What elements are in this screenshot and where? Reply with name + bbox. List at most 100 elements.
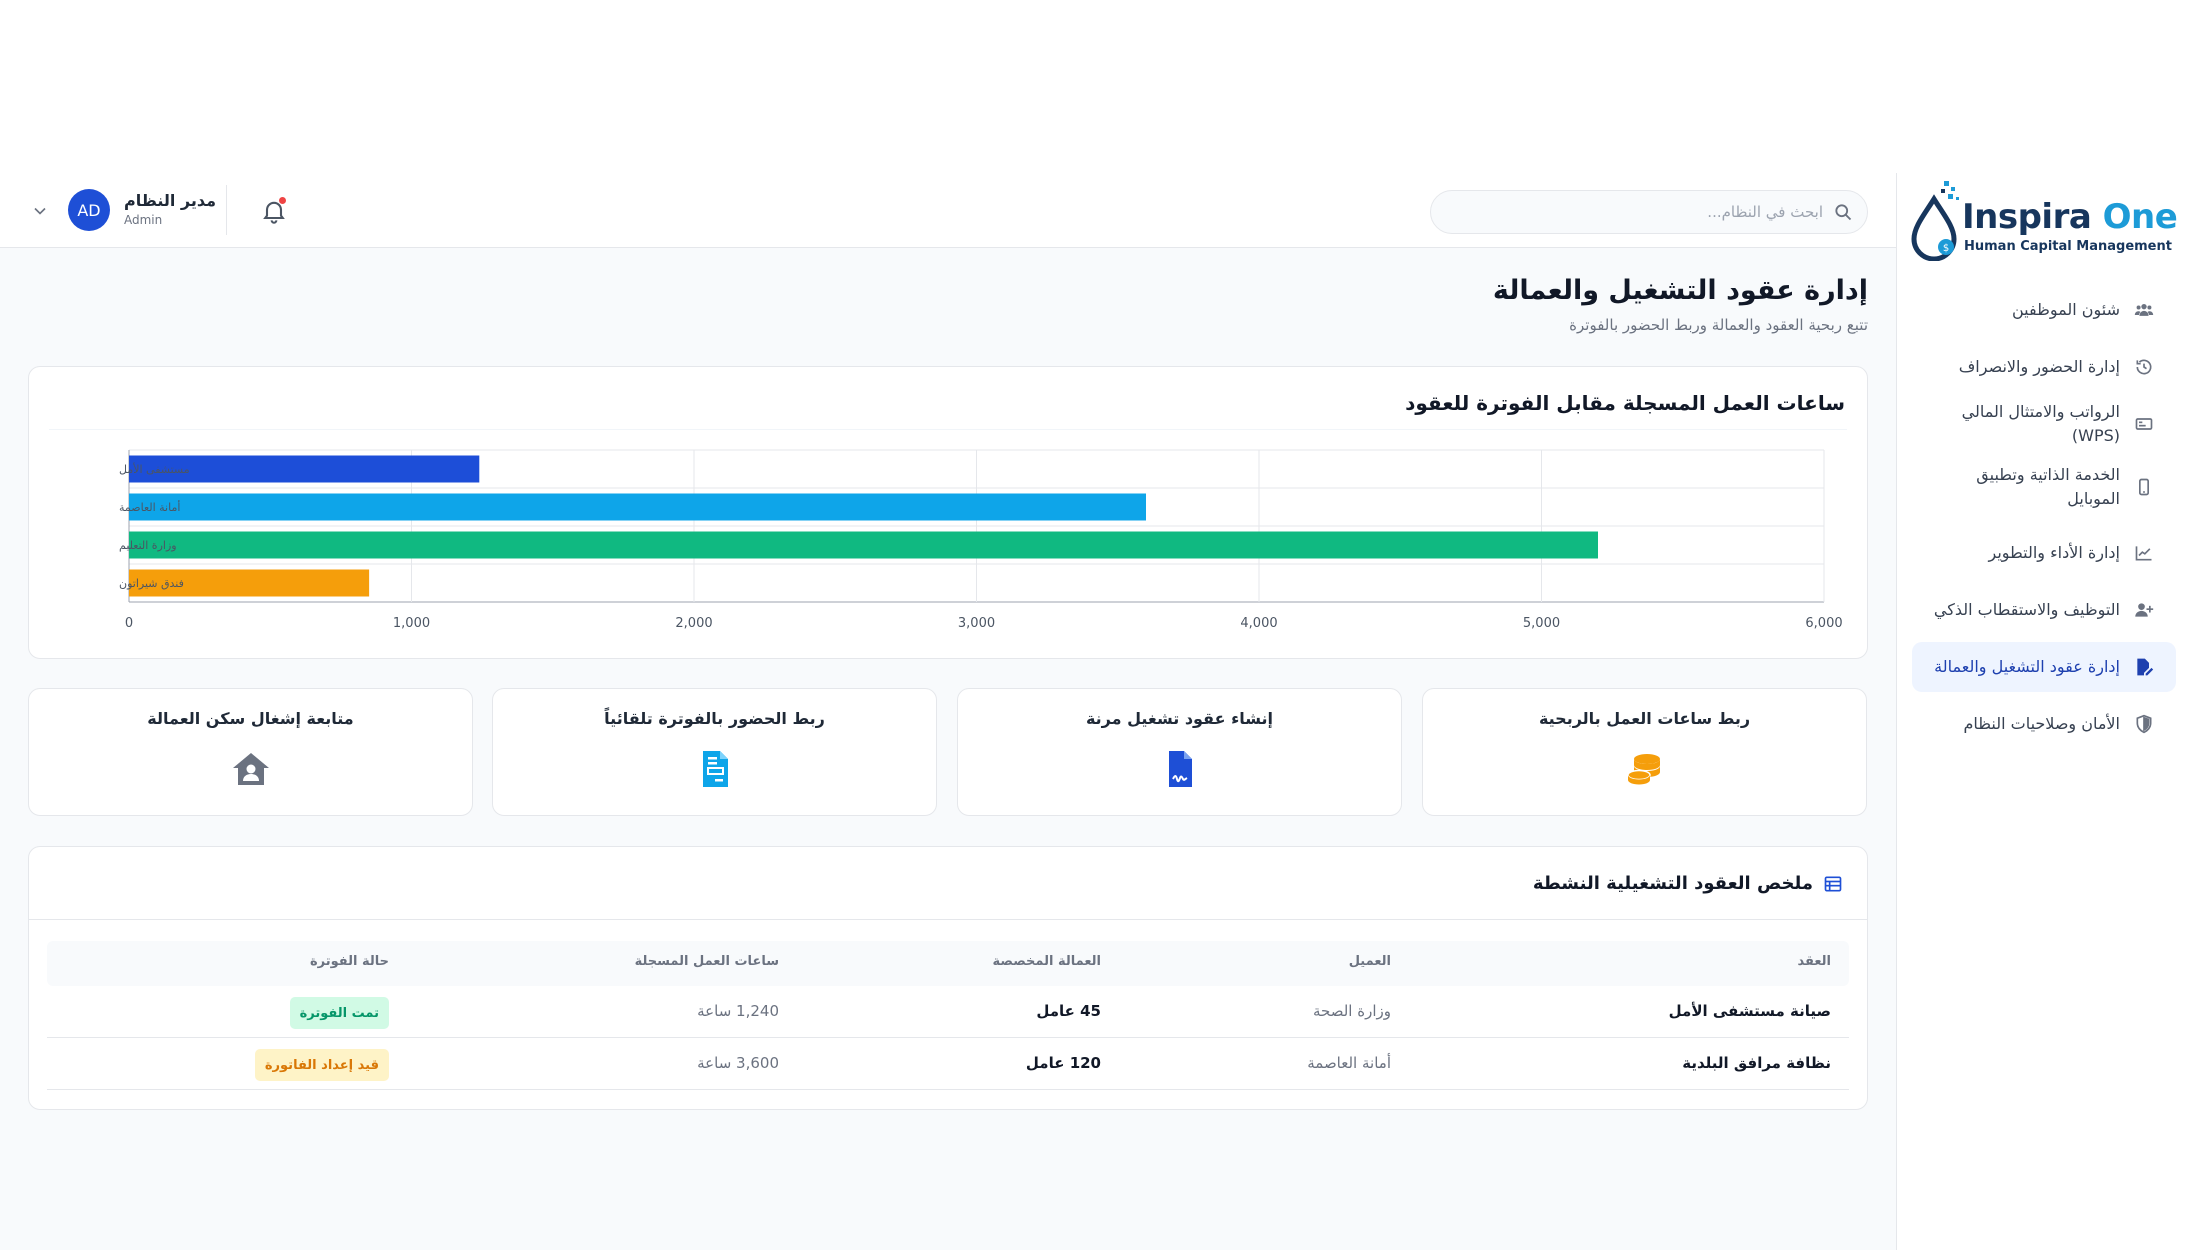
history-icon [2136,359,2152,375]
sidebar-item-label: إدارة الحضور والانصراف [1958,357,2120,376]
user-name: مدير النظام [124,191,217,210]
sidebar-item-contracts[interactable]: إدارة عقود التشغيل والعمالة [1912,642,2176,692]
signed-contract-icon [1168,751,1192,787]
app-window: AD مدير النظام Admin $ Inspira One Human… [0,173,2188,1250]
col-billing-status: حالة الفوترة [309,954,389,969]
brand-name: Inspira One [1962,197,2178,237]
contracts-table-card: ملخص العقود التشغيلية النشطة العقد العمي… [28,846,1868,1110]
cell-hours: 3,600 ساعة [697,1054,779,1072]
col-contract: العقد [1797,954,1831,969]
bar [129,493,1146,521]
search-box[interactable] [1430,190,1868,234]
cell-contract: نظافة مرافق البلدية [1682,1054,1831,1072]
sidebar: $ Inspira One Human Capital Management ش… [1896,173,2188,1250]
sidebar-item-self-service[interactable]: الخدمة الذاتية وتطبيق الموبايل [1912,456,2176,518]
user-menu[interactable]: AD مدير النظام Admin [30,189,230,233]
sidebar-item-label: التوظيف والاستقطاب الذكي [1933,600,2120,619]
cell-hours: 1,240 ساعة [697,1002,779,1020]
table-row[interactable]: نظافة مرافق البلدية أمانة العاصمة 120 عا… [47,1038,1849,1090]
sidebar-item-recruitment[interactable]: التوظيف والاستقطاب الذكي [1912,585,2176,635]
mobile-icon [2139,478,2149,496]
col-client: العميل [1348,954,1391,969]
feature-card-auto-billing[interactable]: ربط الحضور بالفوترة تلقائياً [492,688,937,816]
y-tick-label: أمانة العاصمة [119,500,180,514]
header-divider [226,185,227,235]
chart-card: ساعات العمل المسجلة مقابل الفوترة للعقود… [28,366,1868,659]
shield-icon [2136,714,2152,734]
sidebar-item-security[interactable]: الأمان وصلاحيات النظام [1912,699,2176,749]
brand-logo: $ Inspira One Human Capital Management [1906,177,2178,263]
chevron-down-icon[interactable] [30,201,50,221]
x-tick-label: 5,000 [1523,616,1560,631]
avatar[interactable]: AD [68,189,110,231]
cell-workers: 120 عامل [1025,1054,1101,1072]
sidebar-item-employees[interactable]: شئون الموظفين [1912,285,2176,335]
x-tick-label: 1,000 [393,616,430,631]
bar [129,531,1598,559]
table-row[interactable]: صيانة مستشفى الأمل وزارة الصحة 45 عامل 1… [47,986,1849,1038]
svg-text:$: $ [1943,243,1949,254]
col-hours: ساعات العمل المسجلة [634,954,779,969]
feature-card-flexible-contracts[interactable]: إنشاء عقود تشغيل مرنة [957,688,1402,816]
user-plus-icon [2135,603,2154,617]
sidebar-item-label: الرواتب والامتثال المالي (WPS) [1961,402,2120,445]
sidebar-item-payroll[interactable]: الرواتب والامتثال المالي (WPS) [1912,399,2176,449]
top-header: AD مدير النظام Admin [0,173,1896,248]
notification-dot [279,197,286,204]
table-list-icon [1824,876,1842,891]
x-tick-label: 4,000 [1240,616,1277,631]
sidebar-item-performance[interactable]: إدارة الأداء والتطوير [1912,528,2176,578]
sidebar-item-label: الأمان وصلاحيات النظام [1963,714,2120,733]
x-tick-label: 3,000 [958,616,995,631]
contract-sign-icon [2137,658,2154,676]
bar [129,569,370,597]
page-title: إدارة عقود التشغيل والعمالة [1492,275,1868,306]
y-tick-label: مستشفى الأمل [119,462,190,476]
bar [129,455,480,483]
chart-title: ساعات العمل المسجلة مقابل الفوترة للعقود [1405,391,1845,415]
feature-title: إنشاء عقود تشغيل مرنة [1085,709,1274,728]
sidebar-item-attendance[interactable]: إدارة الحضور والانصراف [1912,342,2176,392]
status-badge: قيد إعداد الفاتورة [254,1049,389,1081]
x-tick-label: 2,000 [675,616,712,631]
chart-divider [49,429,1847,430]
search-input[interactable] [1453,191,1823,233]
x-tick-label: 0 [125,616,133,631]
user-role: Admin [124,213,163,227]
y-tick-label: وزارة التعليم [119,539,177,552]
table-title: ملخص العقود التشغيلية النشطة [1533,873,1843,894]
cell-workers: 45 عامل [1036,1002,1101,1020]
sidebar-item-label: إدارة الأداء والتطوير [1988,543,2120,562]
sidebar-nav: شئون الموظفين إدارة الحضور والانصراف الر… [1912,285,2176,756]
table-divider [29,919,1867,920]
invoice-icon [702,751,728,787]
bar-chart: 0 1,000 2,000 3,000 4,000 5,000 6,000 مستشفى ال… [119,449,1843,631]
table-header: العقد العميل العمالة المخصصة ساعات العمل… [47,941,1849,986]
feature-card-profitability[interactable]: ربط ساعات العمل بالربحية [1422,688,1867,816]
cell-contract: صيانة مستشفى الأمل [1668,1002,1831,1020]
cell-client: أمانة العاصمة [1307,1054,1391,1072]
search-icon [1835,204,1852,221]
x-tick-label: 6,000 [1805,616,1842,631]
sidebar-item-label: الخدمة الذاتية وتطبيق الموبايل [1976,465,2120,508]
money-card-icon [2135,418,2153,430]
col-workers: العمالة المخصصة [992,954,1102,969]
trend-chart-icon [2135,546,2152,561]
feature-card-housing[interactable]: متابعة إشغال سكن العمالة [28,688,473,816]
y-tick-label: فندق شيراتون [119,577,184,590]
house-user-icon [232,753,269,785]
brand-tagline: Human Capital Management [1964,239,2172,254]
sidebar-item-label: شئون الموظفين [2011,300,2120,319]
feature-title: ربط الحضور بالفوترة تلقائياً [604,709,825,728]
sidebar-item-label: إدارة عقود التشغيل والعمالة [1934,657,2120,676]
logo-drop-icon: $ [1911,181,1959,261]
notifications-button[interactable] [260,197,288,225]
page-subtitle: تتبع ربحية العقود والعمالة وربط الحضور ب… [1569,316,1868,334]
feature-title: ربط ساعات العمل بالربحية [1538,709,1751,728]
coins-icon [1626,754,1660,785]
cell-client: وزارة الصحة [1313,1002,1391,1020]
users-icon [2134,304,2154,316]
status-badge: تمت الفوترة [289,997,389,1029]
feature-title: متابعة إشغال سكن العمالة [147,709,354,728]
bell-icon [263,201,285,224]
